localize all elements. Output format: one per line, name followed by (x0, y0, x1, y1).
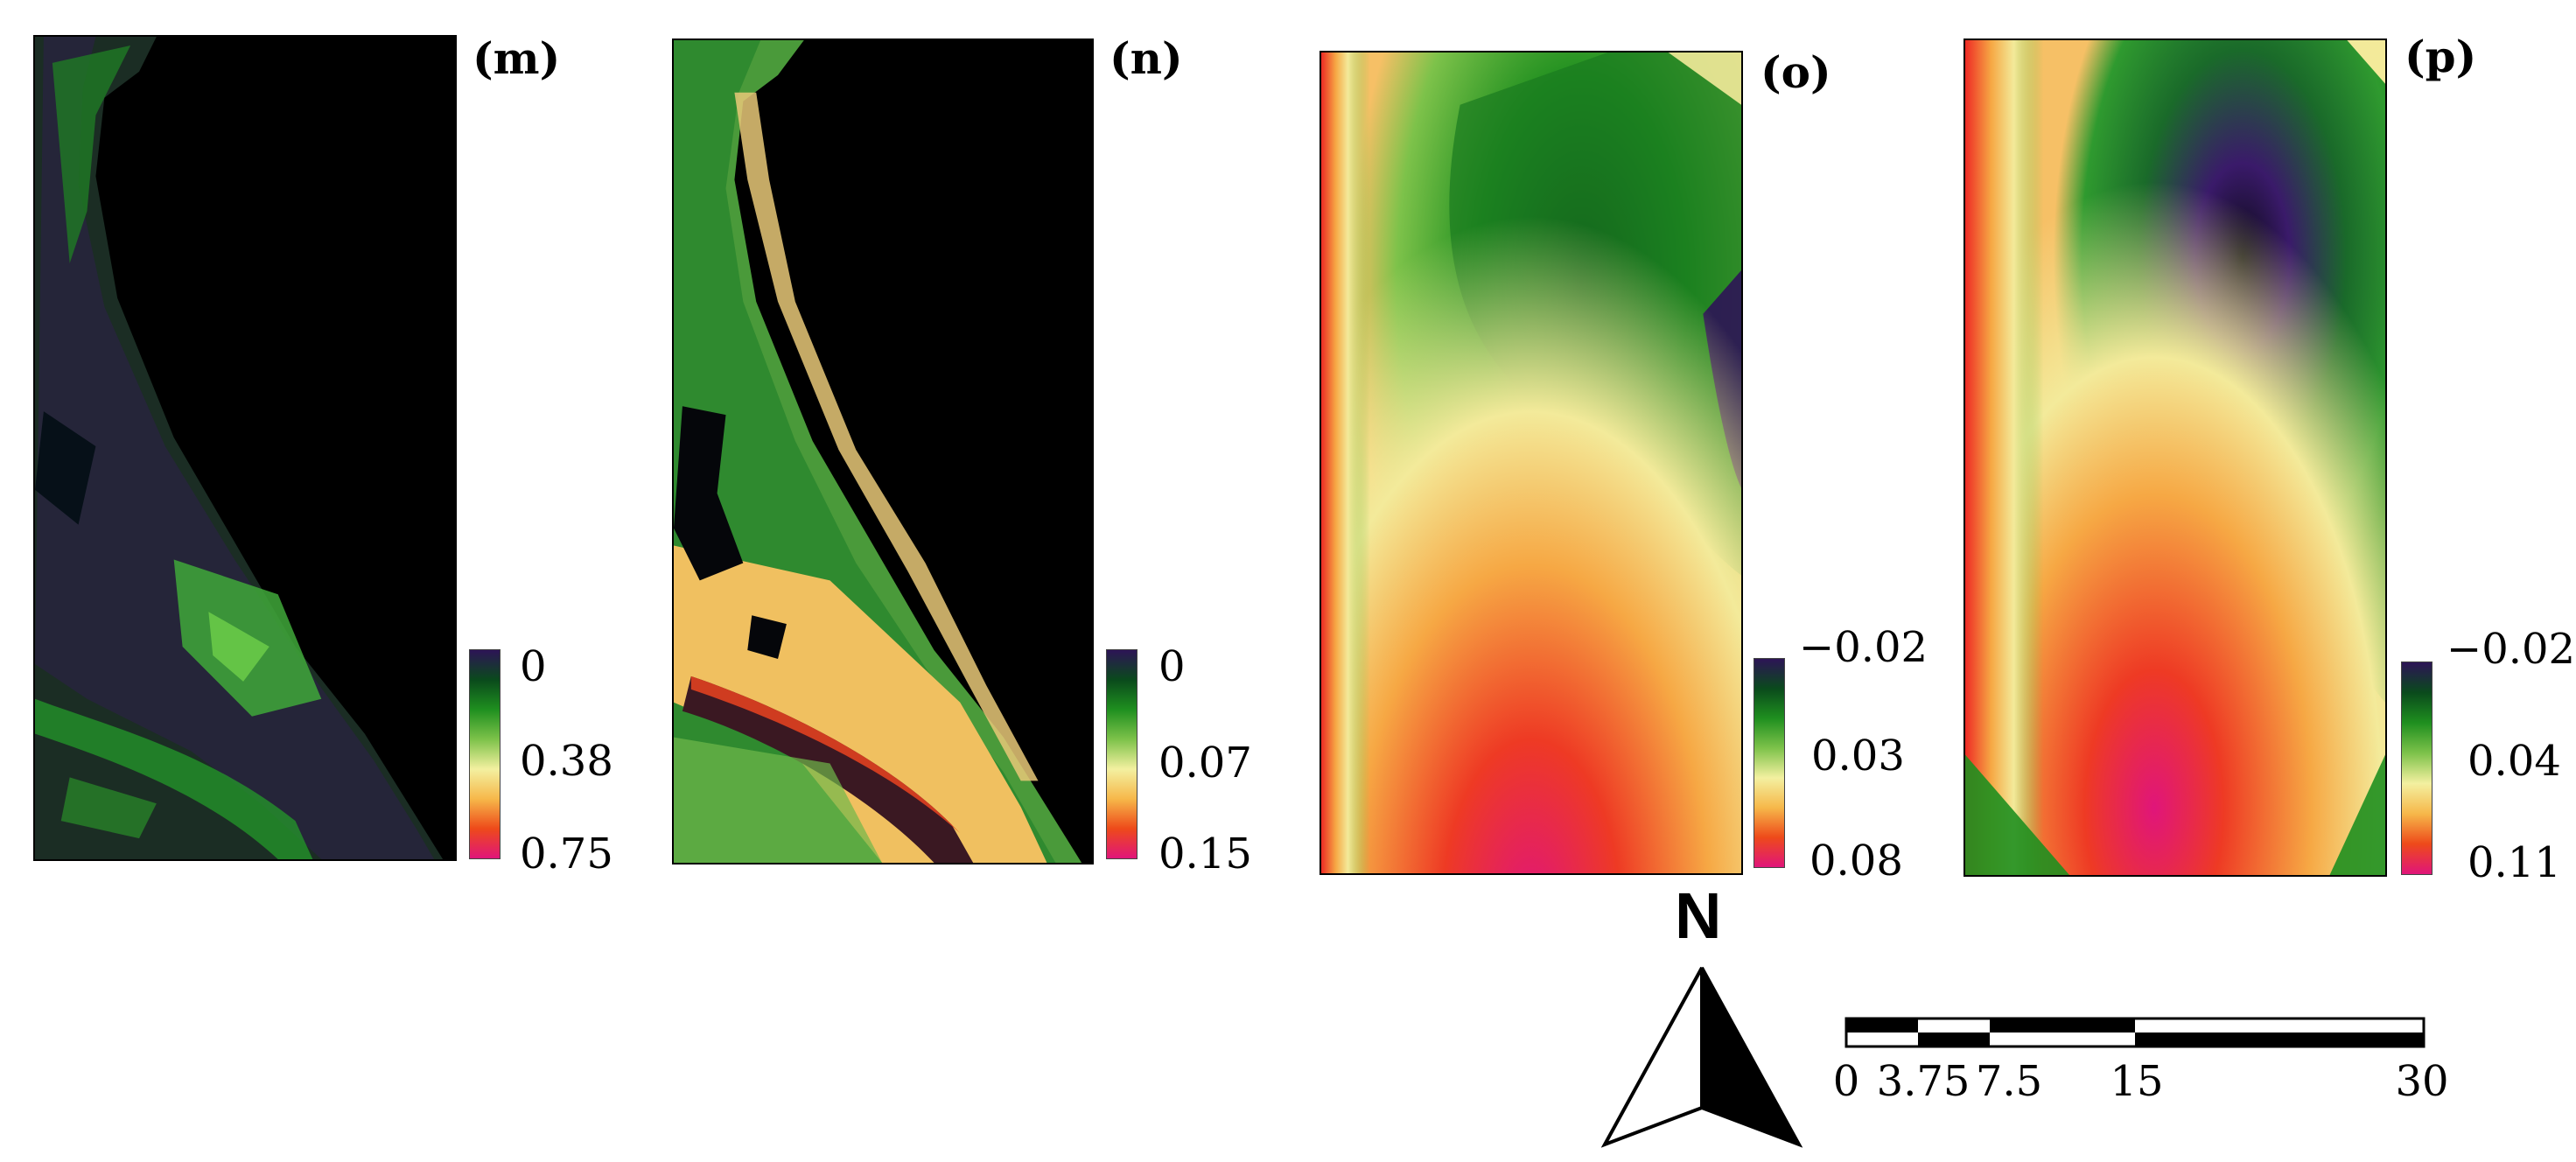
legend-mid-p: 0.04 (2468, 737, 2561, 786)
map-panel-o (1320, 51, 1743, 875)
colorbar-m (469, 649, 500, 859)
scale-bar: 0 3.75 7.5 15 30 (1833, 1017, 2449, 1139)
legend-mid-m: 0.38 (520, 737, 613, 786)
colorbar-p (2401, 662, 2432, 875)
scale-tick-1: 3.75 (1876, 1057, 1970, 1106)
north-letter: N (1675, 879, 1722, 952)
map-n-image (674, 40, 1092, 863)
legend-mid-o: 0.03 (1811, 732, 1905, 780)
legend-bottom-m: 0.75 (520, 830, 613, 878)
north-arrow-icon (1601, 967, 1802, 1148)
panel-label-p: (p) (2404, 31, 2477, 82)
scale-tick-4: 30 (2395, 1057, 2449, 1106)
legend-bottom-p: 0.11 (2468, 838, 2561, 887)
legend-top-p: −0.02 (2446, 625, 2576, 674)
scale-tick-0: 0 (1832, 1057, 1860, 1106)
scale-tick-3: 15 (2110, 1057, 2164, 1106)
map-p-image (1965, 40, 2385, 875)
north-arrow: N (1601, 879, 1802, 1148)
map-panel-m (33, 35, 457, 861)
scale-tick-2: 7.5 (1975, 1057, 2043, 1106)
legend-top-m: 0 (520, 642, 547, 691)
map-m-image (35, 37, 455, 859)
colorbar-n (1106, 649, 1138, 859)
colorbar-o (1754, 658, 1785, 868)
legend-bottom-n: 0.15 (1158, 830, 1252, 878)
legend-bottom-o: 0.08 (1810, 836, 1903, 886)
panel-label-o: (o) (1760, 46, 1831, 98)
panel-label-m: (m) (472, 32, 561, 84)
legend-top-n: 0 (1158, 642, 1186, 691)
map-o-image (1321, 52, 1741, 873)
map-panel-n (672, 38, 1094, 864)
legend-mid-n: 0.07 (1158, 738, 1252, 788)
panel-label-n: (n) (1110, 32, 1183, 84)
map-panel-p (1964, 38, 2387, 877)
legend-top-o: −0.02 (1799, 623, 1928, 672)
scale-bar-graphic (1844, 1017, 2426, 1048)
